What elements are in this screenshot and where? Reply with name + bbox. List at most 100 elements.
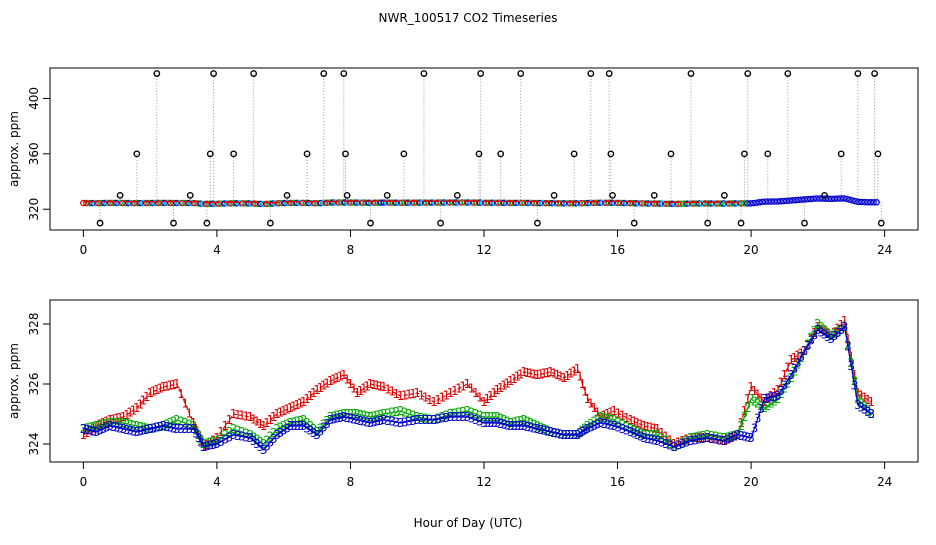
data-point — [584, 199, 592, 207]
series-3-marker: 3 — [186, 422, 194, 436]
series-1-marker: 1 — [360, 382, 368, 396]
series-1-marker: 1 — [784, 361, 792, 375]
series-3-marker: 3 — [83, 423, 91, 437]
series-1-marker: 1 — [527, 367, 535, 381]
series-2-marker: 2 — [287, 416, 295, 430]
series-3-marker: 3 — [747, 431, 755, 445]
spike-point — [744, 70, 752, 77]
data-point — [617, 199, 625, 207]
series-3-marker: 3 — [594, 418, 602, 432]
series-3-marker: 3 — [418, 413, 426, 427]
data-point — [95, 199, 102, 207]
series-1-marker: 1 — [96, 418, 104, 432]
series-2-marker: 2 — [384, 406, 392, 420]
spike-point — [96, 219, 104, 227]
data-point — [326, 199, 334, 206]
x-axis-label: Hour of Day (UTC) — [414, 516, 523, 530]
series-3-marker: 3 — [864, 405, 872, 419]
data-point — [416, 199, 424, 206]
data-point — [395, 199, 403, 206]
series-2-marker: 2 — [615, 415, 623, 429]
series-3-marker: 3 — [817, 325, 825, 339]
series-1-marker: 1 — [253, 415, 261, 429]
spike-point — [687, 70, 695, 77]
series-3-marker: 3 — [731, 430, 739, 444]
data-point — [98, 199, 105, 207]
series-1-marker: 1 — [817, 322, 825, 336]
spike-point — [400, 150, 408, 158]
series-1-marker: 1 — [774, 383, 782, 397]
series-3-marker: 3 — [837, 323, 845, 337]
series-3-marker: 3 — [303, 421, 311, 435]
series-2-marker: 2 — [443, 409, 451, 423]
x-tick-label: 16 — [610, 475, 625, 489]
data-point — [377, 199, 385, 206]
series-1-marker: 1 — [126, 406, 134, 420]
data-point — [473, 199, 481, 206]
series-3-marker: 3 — [106, 419, 114, 433]
data-point — [137, 199, 144, 207]
series-1-marker: 1 — [564, 369, 572, 383]
data-point — [464, 199, 472, 206]
data-point — [593, 199, 601, 207]
series-3-marker: 3 — [192, 427, 200, 441]
series-2-marker: 2 — [217, 431, 225, 445]
series-2-marker: 2 — [764, 399, 772, 413]
series-3-marker: 3 — [317, 424, 325, 438]
series-1-marker: 1 — [700, 431, 708, 445]
data-point — [236, 200, 243, 207]
series-1-marker: 1 — [675, 436, 683, 450]
series-1-marker: 1 — [834, 322, 842, 336]
series-1-marker: 1 — [116, 411, 124, 425]
series-2-marker: 2 — [544, 424, 552, 438]
series-2-marker: 2 — [163, 418, 171, 432]
series-2-marker: 2 — [110, 416, 118, 430]
series-3-marker: 3 — [476, 415, 484, 429]
data-point — [287, 199, 294, 207]
x-tick-label: 24 — [877, 243, 892, 257]
series-2-marker: 2 — [640, 428, 648, 442]
series-3-marker: 3 — [570, 428, 578, 442]
data-point — [654, 200, 661, 207]
series-2-marker: 2 — [647, 428, 655, 442]
data-point — [768, 198, 775, 205]
data-point — [681, 200, 688, 207]
series-1-marker: 1 — [619, 409, 627, 423]
series-2-marker: 2 — [200, 437, 208, 451]
data-point — [500, 199, 508, 207]
data-point — [347, 199, 355, 206]
data-point — [660, 200, 667, 207]
data-point — [191, 199, 198, 207]
series-1-marker: 1 — [300, 395, 308, 409]
data-point — [284, 199, 291, 207]
series-3-marker: 3 — [687, 434, 695, 448]
data-point — [834, 195, 841, 202]
series-1-marker: 1 — [524, 366, 532, 380]
spike-point — [206, 150, 214, 158]
series-1-marker: 1 — [153, 383, 161, 397]
data-point — [188, 199, 195, 207]
series-3-marker: 3 — [567, 428, 575, 442]
series-2-marker: 2 — [116, 416, 124, 430]
spike-point — [550, 191, 558, 199]
series-3-marker: 3 — [751, 421, 759, 435]
series-3-marker: 3 — [447, 410, 455, 424]
series-1-marker: 1 — [123, 408, 131, 422]
series-1-marker: 1 — [510, 372, 518, 386]
series-3-marker: 3 — [666, 439, 674, 453]
series-3-marker: 3 — [741, 430, 749, 444]
data-point — [708, 200, 715, 207]
data-point — [164, 199, 171, 207]
series-1-marker: 1 — [841, 314, 849, 328]
spike-point — [153, 70, 161, 77]
series-3-marker: 3 — [401, 415, 409, 429]
series-1-marker: 1 — [691, 431, 699, 445]
data-point — [663, 200, 670, 207]
data-point — [218, 200, 225, 207]
series-2-marker: 2 — [350, 407, 358, 421]
series-3-marker: 3 — [712, 433, 720, 447]
series-2-marker: 2 — [463, 404, 471, 418]
series-3-marker: 3 — [340, 410, 348, 424]
data-point — [497, 199, 505, 207]
data-point — [335, 199, 343, 206]
